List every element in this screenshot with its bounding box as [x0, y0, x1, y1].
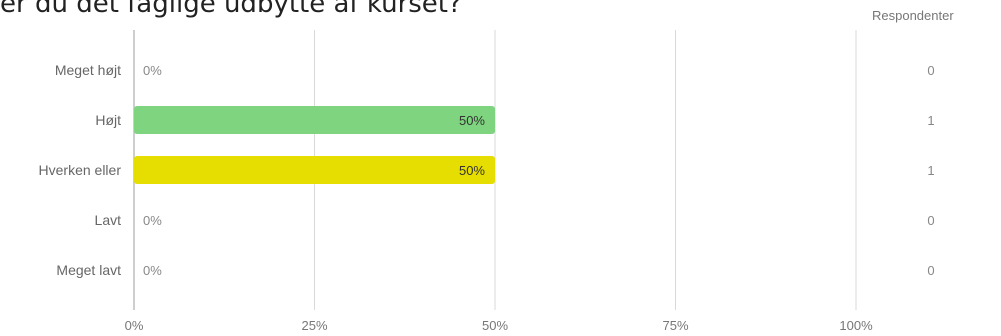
bar-value-label: 0%	[143, 263, 162, 278]
bar-value-label: 0%	[143, 63, 162, 78]
x-tick-label-50: 50%	[482, 318, 508, 333]
x-tick-label-0: 0%	[125, 318, 144, 333]
respondent-count: 1	[927, 113, 934, 128]
x-tick-label-75: 75%	[662, 318, 688, 333]
respondent-count: 0	[927, 63, 934, 78]
bar-value-label: 0%	[143, 213, 162, 228]
x-tick-label-100: 100%	[839, 318, 873, 333]
respondents-header: Respondenter	[872, 8, 954, 23]
x-tick-label-25: 25%	[301, 318, 327, 333]
question-title: er du det faglige udbytte af kurset?	[0, 0, 462, 19]
category-label: Meget lavt	[56, 262, 121, 278]
category-label: Meget højt	[55, 62, 121, 78]
category-label: Lavt	[95, 212, 122, 228]
bar-3	[134, 156, 495, 184]
respondent-count: 0	[927, 263, 934, 278]
bar-value-label: 50%	[459, 163, 485, 178]
category-label: Højt	[95, 112, 121, 128]
respondent-count: 1	[927, 163, 934, 178]
bar-2	[134, 106, 495, 134]
bar-value-label: 50%	[459, 113, 485, 128]
respondent-count: 0	[927, 213, 934, 228]
category-label: Hverken eller	[39, 162, 122, 178]
